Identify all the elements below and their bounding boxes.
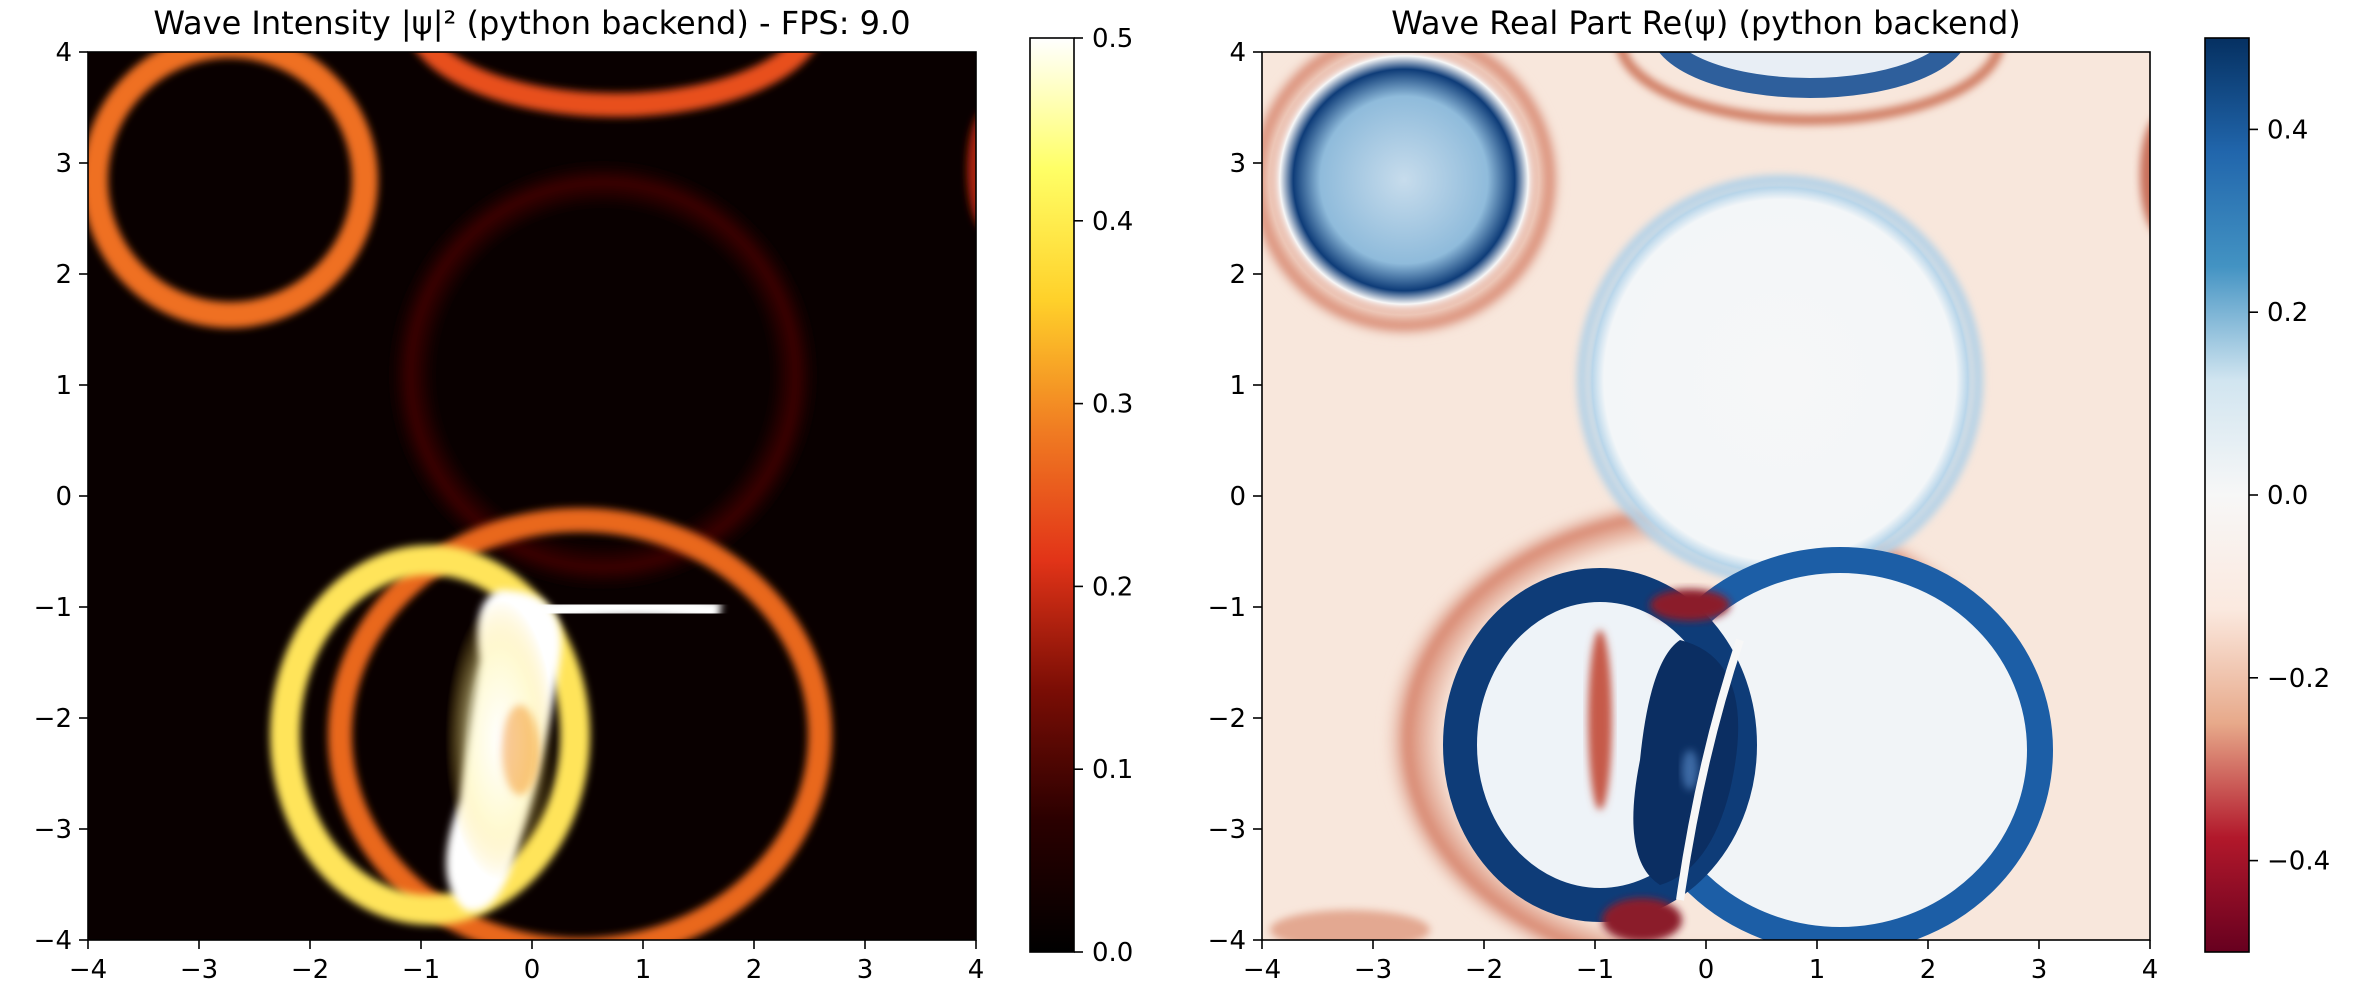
intensity-ring-lower-right [328,508,832,940]
intensity-ring-lower-left [270,545,590,925]
intensity-y-axis: −4 −3 −2 −1 0 1 2 3 4 [34,38,88,956]
colorbar-tick-label: 0.2 [1092,572,1133,602]
intensity-colorbar-frame [1029,37,1075,953]
real-heatmap [1262,52,2150,940]
y-tick-label: −1 [1208,593,1246,623]
x-tick-label: 2 [1920,955,1937,985]
real-colorbar-fill [2205,38,2249,952]
y-tick-label: −2 [34,704,72,734]
y-tick-label: 2 [55,260,72,290]
y-tick-label: −3 [34,815,72,845]
real-colorbar-ticks: −0.4 −0.2 0.0 0.2 0.4 [2249,115,2330,877]
real-red-top-notch [1650,589,1730,621]
colorbar-tick-label: −0.2 [2267,664,2330,694]
real-red-side [1588,630,1612,810]
x-tick-label: 0 [1698,955,1715,985]
intensity-title: Wave Intensity |ψ|² (python backend) - F… [153,4,910,42]
real-panel: Wave Real Part Re(ψ) (python backend) [1208,4,2330,985]
x-tick-label: 1 [635,955,652,985]
colorbar-tick-label: 0.5 [1092,24,1133,54]
real-red-bottom-notch [1602,898,1682,940]
colorbar-tick-label: 0.0 [1092,938,1133,968]
intensity-core-halo [445,600,555,880]
x-tick-label: −3 [180,955,218,985]
real-title: Wave Real Part Re(ψ) (python backend) [1391,4,2021,42]
colorbar-tick-label: 0.2 [2267,298,2308,328]
colorbar-tick-label: 0.0 [2267,481,2308,511]
y-tick-label: −4 [1208,926,1246,956]
intensity-ring-top-left [88,52,378,328]
x-tick-label: 1 [1809,955,1826,985]
y-tick-label: 4 [55,38,72,68]
y-tick-label: 1 [1229,371,1246,401]
x-tick-label: −2 [291,955,329,985]
x-tick-label: −2 [1465,955,1503,985]
y-tick-label: 1 [55,371,72,401]
y-tick-label: 3 [55,149,72,179]
y-tick-label: 0 [1229,482,1246,512]
x-tick-label: −4 [69,955,107,985]
x-tick-label: −4 [1243,955,1281,985]
intensity-panel: Wave Intensity |ψ|² (python backend) - F… [34,4,1134,985]
x-tick-label: 0 [524,955,541,985]
intensity-colorbar-ticks: 0.0 0.1 0.2 0.3 0.4 0.5 [1074,24,1133,968]
x-tick-label: 3 [857,955,874,985]
colorbar-tick-label: −0.4 [2267,847,2330,877]
real-x-axis: −4 −3 −2 −1 0 1 2 3 4 [1243,940,2158,985]
real-red-bottom-left [1270,910,1430,940]
y-tick-label: −1 [34,593,72,623]
x-tick-label: 2 [746,955,763,985]
colorbar-tick-label: 0.1 [1092,755,1133,785]
x-tick-label: −1 [1576,955,1614,985]
x-tick-label: −3 [1354,955,1392,985]
colorbar-tick-label: 0.4 [2267,115,2308,145]
intensity-x-axis: −4 −3 −2 −1 0 1 2 3 4 [69,940,984,985]
intensity-colorbar-fill [1030,38,1074,952]
y-tick-label: 4 [1229,38,1246,68]
intensity-heatmap [88,52,976,940]
x-tick-label: 4 [968,955,985,985]
x-tick-label: 3 [2031,955,2048,985]
intensity-edge-right [967,118,976,222]
y-tick-label: −3 [1208,815,1246,845]
real-y-axis: −4 −3 −2 −1 0 1 2 3 4 [1208,38,1262,956]
y-tick-label: −4 [34,926,72,956]
real-ring-center [1580,175,1980,585]
intensity-faint-ring [388,160,818,590]
intensity-ring-top [416,52,814,117]
real-ring-top-left [1269,52,1539,315]
real-lens-inner [1682,750,1698,790]
y-tick-label: −2 [1208,704,1246,734]
y-tick-label: 0 [55,482,72,512]
real-ring-top [1658,52,1962,98]
y-tick-label: 3 [1229,149,1246,179]
intensity-colorbar: 0.0 0.1 0.2 0.3 0.4 0.5 [1029,24,1133,968]
real-ring-top-halo [1616,52,2004,125]
x-tick-label: −1 [402,955,440,985]
colorbar-tick-label: 0.3 [1092,390,1133,420]
real-edge-right [2140,123,2150,227]
real-colorbar: −0.4 −0.2 0.0 0.2 0.4 [2204,37,2330,953]
intensity-bright-arm [538,595,722,623]
y-tick-label: 2 [1229,260,1246,290]
colorbar-tick-label: 0.4 [1092,207,1133,237]
x-tick-label: 4 [2142,955,2159,985]
real-white-seam [1676,638,1744,901]
